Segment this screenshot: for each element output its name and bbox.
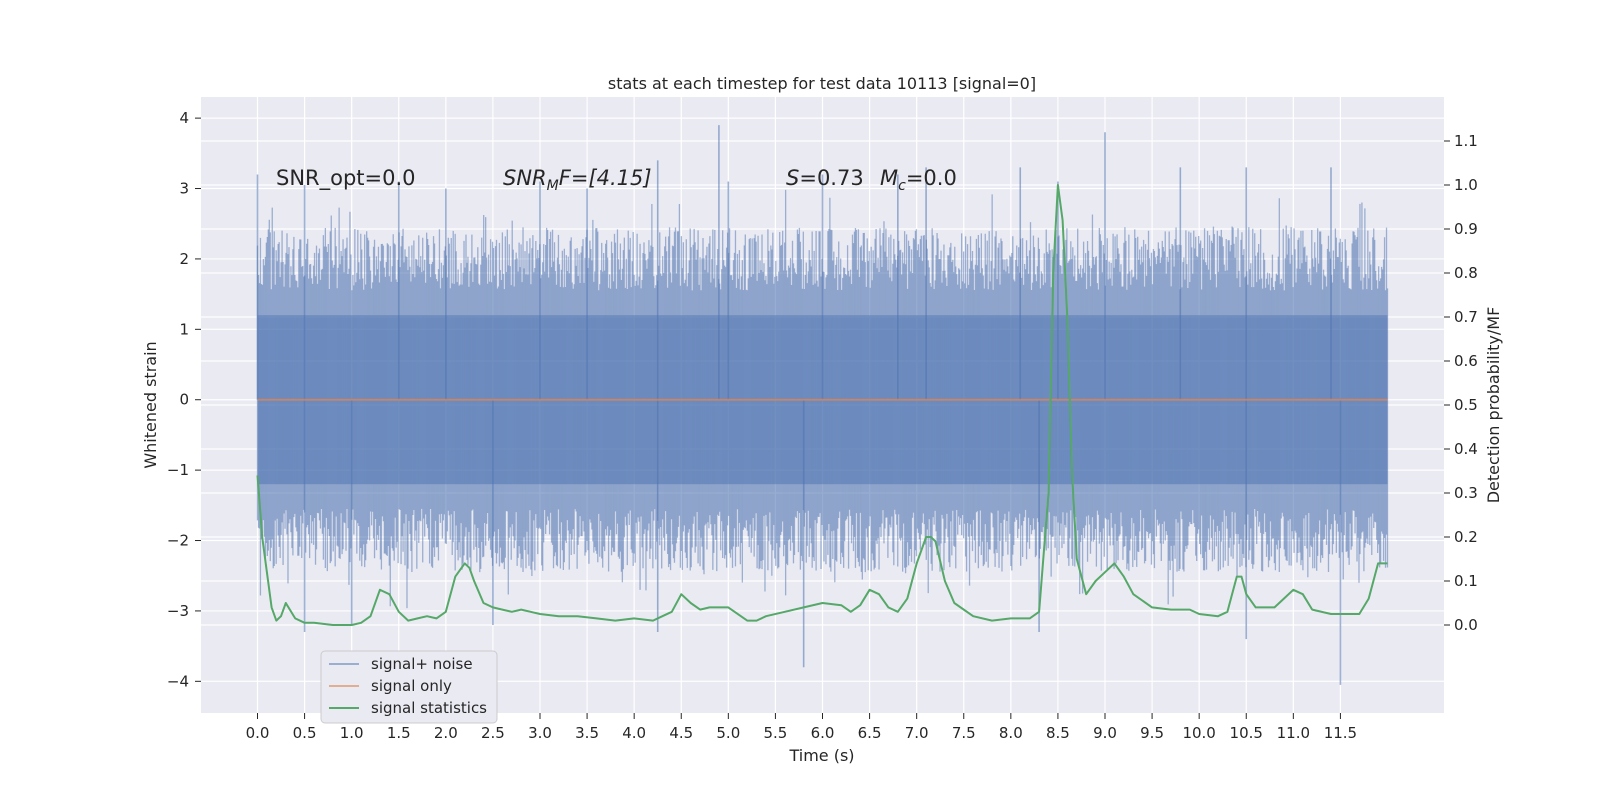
x-tick-label: 11.5 [1324, 724, 1357, 742]
y-tick-label: 1 [179, 320, 189, 338]
y-tick-label: −2 [167, 532, 189, 550]
x-tick-label: 4.5 [669, 724, 693, 742]
annotation-mc: Mc=0.0 [880, 166, 957, 194]
y-axis-label: Whitened strain [141, 341, 160, 468]
x-tick-label: 10.5 [1230, 724, 1263, 742]
x-tick-label: 7.0 [905, 724, 929, 742]
y2-tick-label: 0.3 [1454, 484, 1478, 502]
legend: signal+ noise signal only signal statist… [320, 650, 498, 724]
x-tick-label: 0.5 [293, 724, 317, 742]
x-tick-label: 5.0 [716, 724, 740, 742]
x-tick-label: 2.5 [481, 724, 505, 742]
annotation-snr-mf: SNRMF=[4.15] [503, 166, 652, 194]
y2-tick-label: 0.0 [1454, 616, 1478, 634]
y-tick-label: 0 [179, 391, 189, 409]
y-tick-label: −3 [167, 602, 189, 620]
chart-title: stats at each timestep for test data 101… [608, 74, 1036, 93]
y2-tick-label: 0.6 [1454, 352, 1478, 370]
y2-tick-label: 1.0 [1454, 176, 1478, 194]
y-tick-label: −4 [167, 672, 189, 690]
y-tick-label: 2 [179, 250, 189, 268]
y2-tick-label: 0.2 [1454, 528, 1478, 546]
x-tick-label: 8.5 [1046, 724, 1070, 742]
y-tick-label: 3 [179, 180, 189, 198]
signal-statistics-series [256, 184, 1388, 626]
x-tick-label: 6.5 [858, 724, 882, 742]
legend-label-signal-noise: signal+ noise [371, 655, 473, 673]
x-tick-label: 1.0 [340, 724, 364, 742]
x-tick-label: 5.5 [763, 724, 787, 742]
x-tick-label: 7.5 [952, 724, 976, 742]
x-tick-label: 10.0 [1182, 724, 1215, 742]
x-tick-label: 1.5 [387, 724, 411, 742]
y2-tick-label: 0.8 [1454, 264, 1478, 282]
y2-tick-label: 0.4 [1454, 440, 1478, 458]
x-tick-label: 11.0 [1277, 724, 1310, 742]
y2-tick-label: 0.7 [1454, 308, 1478, 326]
y2-tick-label: 0.1 [1454, 572, 1478, 590]
x-tick-label: 6.0 [811, 724, 835, 742]
x-tick-label: 4.0 [622, 724, 646, 742]
annotation-s: S=0.73 [786, 166, 864, 190]
annotation-snr-opt: SNR_opt=0.0 [276, 166, 416, 191]
x-axis-label: Time (s) [788, 746, 854, 765]
y-tick-label: 4 [179, 109, 189, 127]
legend-box [320, 650, 498, 724]
axis-ticks: 0.0 0.5 1.0 1.5 2.0 2.5 3.0 3.5 4.0 4.5 5.0 5.5 6.0 6… [167, 109, 1478, 742]
x-tick-label: 0.0 [246, 724, 270, 742]
y2-tick-label: 0.9 [1454, 220, 1478, 238]
legend-label-signal-statistics: signal statistics [371, 699, 487, 717]
x-tick-label: 8.0 [999, 724, 1023, 742]
x-tick-label: 3.5 [575, 724, 599, 742]
y2-axis-label: Detection probability/MF [1484, 307, 1503, 504]
x-tick-label: 9.0 [1093, 724, 1117, 742]
legend-label-signal-only: signal only [371, 677, 452, 695]
y-tick-label: −1 [167, 461, 189, 479]
y2-tick-label: 1.1 [1454, 132, 1478, 150]
x-tick-label: 9.5 [1140, 724, 1164, 742]
x-tick-label: 3.0 [528, 724, 552, 742]
x-tick-label: 2.0 [434, 724, 458, 742]
signal-statistics-line [256, 184, 1388, 626]
y2-tick-label: 0.5 [1454, 396, 1478, 414]
